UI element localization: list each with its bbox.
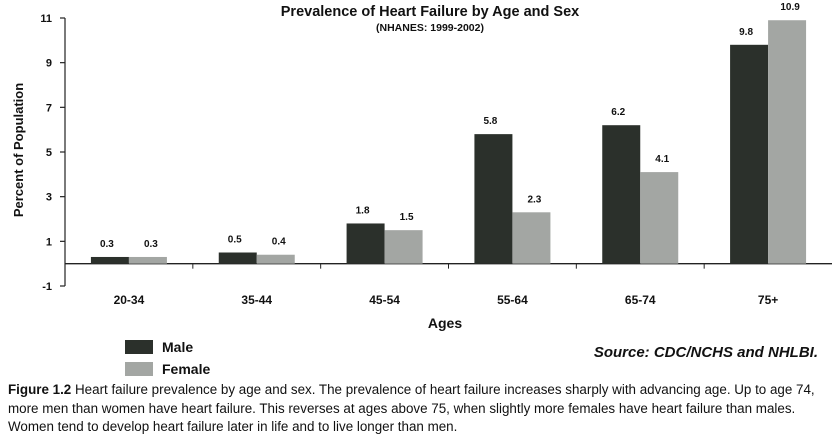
data-label: 1.5 bbox=[400, 212, 414, 223]
bar-female bbox=[256, 254, 295, 264]
x-tick-label: 75+ bbox=[758, 293, 778, 307]
data-label: 0.3 bbox=[144, 239, 158, 250]
x-tick-label: 65-74 bbox=[625, 293, 656, 307]
bar-male bbox=[90, 256, 129, 264]
y-tick-label: -1 bbox=[42, 281, 52, 293]
bar-male bbox=[602, 125, 641, 264]
legend-label-male: Male bbox=[162, 339, 193, 355]
bar-female bbox=[640, 172, 679, 264]
legend-label-female: Female bbox=[162, 361, 210, 377]
y-axis-label: Percent of Population bbox=[11, 83, 26, 217]
data-label: 0.4 bbox=[272, 237, 286, 248]
bar-male bbox=[474, 134, 513, 264]
x-axis-label: Ages bbox=[428, 315, 462, 331]
legend-swatch-female bbox=[125, 362, 153, 376]
bar-male bbox=[346, 223, 385, 264]
data-label: 1.8 bbox=[356, 205, 370, 216]
source-note: Source: CDC/NCHS and NHLBI. bbox=[593, 344, 818, 361]
x-tick-label: 45-54 bbox=[369, 293, 400, 307]
figure-caption: Figure 1.2 Heart failure prevalence by a… bbox=[8, 381, 834, 437]
bar-female bbox=[768, 20, 807, 264]
y-tick-label: 7 bbox=[46, 102, 52, 114]
data-label: 0.3 bbox=[100, 239, 114, 250]
data-label: 6.2 bbox=[611, 107, 625, 118]
caption-label: Figure 1.2 bbox=[8, 382, 72, 397]
x-tick-label: 35-44 bbox=[241, 293, 272, 307]
y-tick-label: 9 bbox=[46, 58, 52, 70]
bar-female bbox=[128, 256, 167, 264]
x-tick-label: 20-34 bbox=[114, 293, 145, 307]
data-label: 0.5 bbox=[228, 235, 242, 246]
data-label: 2.3 bbox=[527, 194, 541, 205]
plot-area: -1 1 3 5 7 9 11 0.3 0.3 20-34 0.5 0.4 35-44 1.8 1.5 45-… bbox=[40, 2, 832, 307]
bar-female bbox=[384, 230, 423, 264]
bar-male bbox=[218, 252, 257, 264]
bar-chart: Prevalence of Heart Failure by Age and S… bbox=[11, 2, 832, 377]
y-tick-label: 3 bbox=[46, 192, 52, 204]
y-tick-label: 1 bbox=[46, 236, 52, 248]
chart-title: Prevalence of Heart Failure by Age and S… bbox=[281, 4, 579, 20]
y-tick-label: 11 bbox=[40, 13, 52, 25]
data-label: 4.1 bbox=[655, 154, 669, 165]
bar-male bbox=[730, 44, 769, 264]
data-label: 10.9 bbox=[780, 2, 800, 13]
legend: Male Female bbox=[125, 339, 210, 377]
data-label: 5.8 bbox=[483, 116, 497, 127]
y-tick-label: 5 bbox=[46, 147, 52, 159]
legend-swatch-male bbox=[125, 340, 153, 354]
caption-text: Heart failure prevalence by age and sex.… bbox=[8, 382, 815, 434]
data-label: 9.8 bbox=[739, 27, 753, 38]
x-tick-label: 55-64 bbox=[497, 293, 528, 307]
bar-female bbox=[512, 212, 551, 264]
chart-subtitle: (NHANES: 1999-2002) bbox=[376, 22, 484, 34]
